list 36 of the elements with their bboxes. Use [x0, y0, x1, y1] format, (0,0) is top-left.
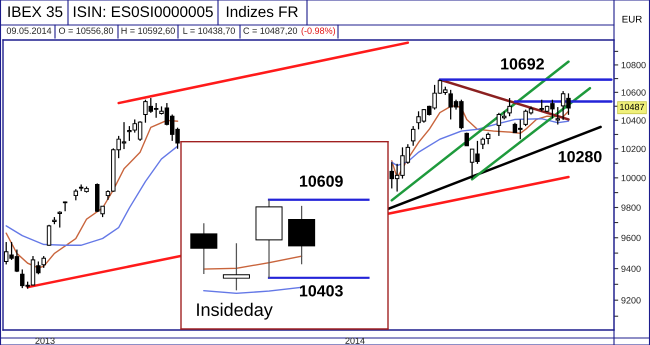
candlestick: [507, 97, 512, 117]
text: 2013: [35, 338, 55, 344]
y-tick-label: 10000: [622, 174, 646, 182]
y-tick-label: 10800: [622, 62, 646, 68]
text: Indizes FR: [226, 6, 298, 18]
ref-line-label: 10403: [300, 285, 343, 297]
chart-title: IBEX 35: [8, 6, 62, 18]
y-axis-title: EUR: [622, 16, 642, 23]
text: (-0.98%): [302, 27, 336, 36]
text: 09.05.2014: [6, 28, 52, 34]
y-tick-label: 9400: [621, 266, 641, 272]
y-tick-label: 9200: [621, 297, 641, 304]
candlestick: [222, 242, 250, 291]
candlestick: [41, 255, 46, 268]
candlestick: [46, 224, 52, 246]
annotation: 10280: [558, 150, 602, 162]
candlestick: [410, 125, 416, 146]
text: ISIN: ES0SI0000005: [74, 6, 213, 18]
text: L = 10438,70: [183, 28, 235, 35]
annotation: Insideday: [197, 302, 273, 320]
text: 2014: [345, 338, 365, 344]
text: H = 10592,60: [122, 28, 175, 35]
text: 10487: [620, 104, 644, 110]
annotation: 10692: [501, 58, 544, 70]
candlestick: [464, 132, 469, 146]
y-tick-label: 9800: [621, 204, 641, 211]
y-tick-label: 10400: [622, 117, 646, 124]
text: O = 10556,80: [58, 28, 114, 35]
y-tick-label: 10600: [622, 89, 646, 96]
y-tick-label: 10200: [622, 146, 646, 152]
candlestick: [58, 210, 62, 228]
ref-line-label: 10609: [300, 176, 343, 187]
candlestick: [74, 188, 78, 201]
y-tick-label: 9600: [621, 234, 641, 242]
text: C = 10487,20: [243, 28, 298, 35]
candlestick: [556, 106, 560, 126]
